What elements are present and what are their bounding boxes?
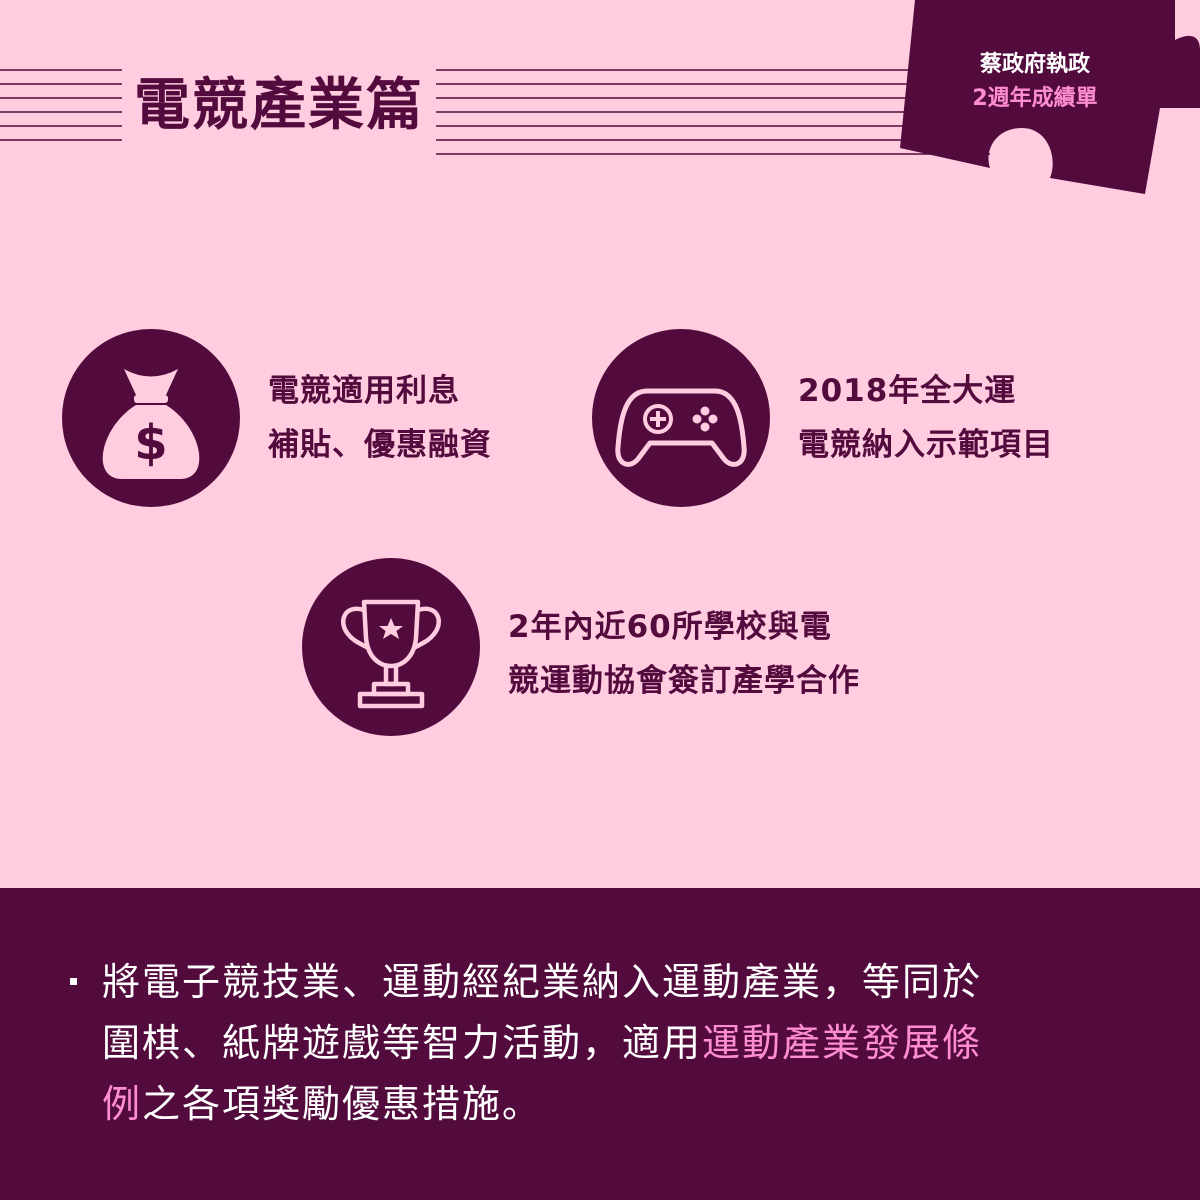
body-text: 將電子競技業、運動經紀業納入運動產業，等同於 圍棋、紙牌遊戲等智力活動，適用運動…	[102, 952, 1162, 1135]
feature-2-text: 2018年全大運 電競納入示範項目	[798, 364, 1054, 472]
body-line3-b: 之各項獎勵優惠措施。	[142, 1082, 543, 1126]
feature-3-line2: 競運動協會簽訂產學合作	[508, 663, 860, 699]
money-bag-circle: $	[62, 329, 240, 507]
body-line3: 例之各項獎勵優惠措施。	[102, 1074, 1162, 1135]
gamepad-circle	[592, 329, 770, 507]
svg-text:$: $	[134, 415, 167, 471]
feature-3-line1: 2年內近60所學校與電	[508, 609, 832, 645]
body-line2: 圍棋、紙牌遊戲等智力活動，適用運動產業發展條	[102, 1013, 1162, 1074]
badge-line2: 2週年成績單	[972, 86, 1098, 111]
money-bag-icon: $	[102, 369, 200, 479]
puzzle-badge-shape	[900, 0, 1200, 194]
badge-text: 蔡政府執政 2週年成績單	[950, 48, 1120, 116]
body-line2-a: 圍棋、紙牌遊戲等智力活動，適用	[102, 1021, 703, 1065]
trophy-circle	[302, 558, 480, 736]
feature-1-line1: 電競適用利息	[268, 373, 460, 409]
trophy-icon	[341, 599, 441, 709]
decorative-lines	[0, 69, 1000, 155]
badge-line1: 蔡政府執政	[979, 52, 1090, 77]
bottom-panel	[0, 888, 1200, 1200]
bullet-dot	[70, 978, 77, 985]
page-title: 電競產業篇	[134, 73, 424, 138]
feature-2-line1: 2018年全大運	[798, 373, 1017, 409]
body-line3-highlight: 例	[102, 1082, 143, 1126]
feature-1-text: 電競適用利息 補貼、優惠融資	[268, 364, 492, 472]
gamepad-icon	[615, 388, 747, 467]
feature-1-line2: 補貼、優惠融資	[268, 427, 492, 463]
body-line1: 將電子競技業、運動經紀業納入運動產業，等同於	[102, 960, 983, 1004]
feature-3-text: 2年內近60所學校與電 競運動協會簽訂產學合作	[508, 600, 860, 708]
feature-2-line2: 電競納入示範項目	[798, 427, 1054, 463]
body-line2-highlight: 運動產業發展條	[702, 1021, 983, 1065]
